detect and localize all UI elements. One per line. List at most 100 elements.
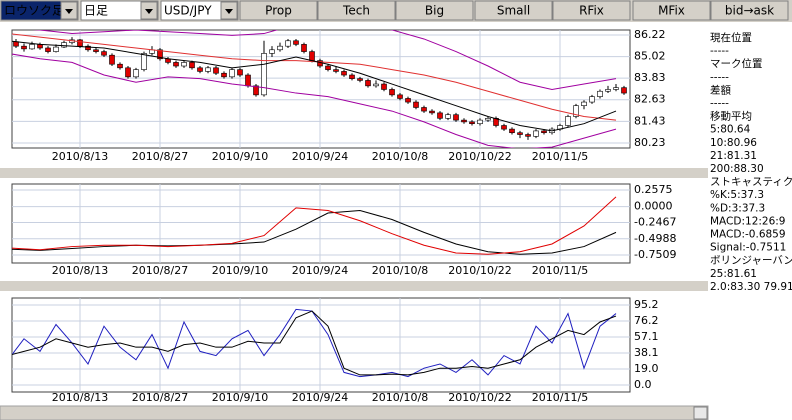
plot — [12, 30, 627, 148]
candle-body — [373, 83, 379, 87]
chart-area — [0, 22, 708, 406]
info-text: ----- — [710, 45, 729, 57]
candle-body — [421, 107, 427, 112]
candle-body — [133, 69, 139, 78]
plot-box — [11, 29, 631, 149]
dropdown[interactable] — [0, 0, 79, 21]
date-label: 2010/10/22 — [448, 391, 511, 404]
y-tick-label: -0.4988 — [634, 232, 676, 245]
scrollbar[interactable] — [0, 405, 709, 420]
candle-body — [61, 42, 67, 48]
info-text: 差額 — [710, 83, 731, 96]
button[interactable] — [239, 0, 318, 21]
info-text: 移動平均 — [710, 110, 752, 123]
info-text: 25:81.61 — [710, 268, 757, 280]
y-tick-label: 81.43 — [634, 114, 666, 127]
candle-body — [597, 90, 603, 97]
candle-body — [197, 67, 203, 72]
candle-body — [573, 105, 579, 117]
button-label[interactable]: Big — [425, 4, 444, 18]
candle-body — [101, 51, 107, 56]
candle-body — [213, 67, 219, 74]
y-tick-label: 0.2575 — [634, 183, 673, 196]
candle-body — [349, 74, 355, 79]
button-label[interactable]: RFix — [579, 4, 604, 18]
button-label[interactable]: Tech — [342, 4, 370, 18]
panel: 2010/8/13 2010/8/27 2010/9/10 2010/9/24 2010… — [11, 297, 659, 404]
info-text: 2.0:83.30 79.91 — [710, 281, 792, 293]
button-label[interactable]: bid→ask — [725, 4, 774, 18]
candle-body — [125, 67, 131, 78]
candle-body — [613, 87, 619, 90]
candle-body — [277, 45, 283, 51]
plot — [12, 196, 617, 255]
y-tick-label: 76.2 — [634, 314, 659, 327]
dropdown[interactable] — [160, 0, 239, 21]
candle-body — [605, 89, 611, 92]
y-tick-label: 86.22 — [634, 28, 666, 41]
date-label: 2010/8/13 — [52, 391, 108, 404]
candle-body — [485, 117, 491, 121]
info-text: 200:88.30 — [710, 163, 764, 175]
button[interactable] — [317, 0, 396, 21]
candle-body — [533, 130, 539, 137]
y-tick-label: 85.02 — [634, 50, 666, 63]
date-label: 2010/9/24 — [292, 264, 348, 277]
candle-body — [221, 72, 227, 78]
button[interactable] — [632, 0, 711, 21]
plot-box — [11, 183, 631, 264]
date-label: 2010/10/8 — [372, 264, 428, 277]
line — [12, 209, 617, 255]
plot — [12, 308, 617, 378]
info-text: ボリンジャーバンド — [710, 255, 792, 267]
button[interactable] — [552, 0, 631, 21]
candle-body — [509, 128, 515, 134]
line — [12, 53, 617, 148]
candle-body — [389, 89, 395, 96]
candle-body — [29, 44, 35, 50]
candle-body — [261, 53, 267, 96]
date-label: 2010/11/5 — [532, 264, 588, 277]
y-tick-label: -0.2467 — [634, 216, 676, 229]
separator — [0, 168, 708, 178]
candle-body — [581, 101, 587, 106]
info-text: %K:5:37.3 — [710, 189, 764, 201]
y-tick-label: 19.0 — [634, 362, 659, 375]
button-label[interactable]: MFix — [658, 4, 685, 18]
y-tick-label: 0.0 — [634, 378, 652, 391]
scroll-arrow[interactable] — [693, 406, 708, 420]
candle-body — [501, 125, 507, 130]
dropdown-label[interactable]: 日足 — [84, 4, 108, 18]
button[interactable] — [474, 0, 553, 21]
candle-body — [77, 39, 83, 47]
button[interactable] — [710, 0, 789, 21]
dropdown-label[interactable]: ロウソク足 — [4, 4, 64, 18]
candle-body — [181, 62, 187, 67]
candle-body — [341, 71, 347, 76]
info-text: MACD:12:26:9 — [710, 215, 786, 227]
button-label[interactable]: Prop — [265, 4, 292, 18]
candle-body — [253, 85, 259, 96]
candle-body — [445, 114, 451, 119]
candle-body — [589, 96, 595, 103]
info-panel — [708, 22, 792, 420]
candle-body — [205, 67, 211, 72]
dropdown-label[interactable]: USD/JPY — [164, 4, 212, 18]
date-label: 2010/8/13 — [52, 150, 108, 163]
y-tick-label: 57.1 — [634, 330, 659, 343]
line — [12, 310, 617, 376]
candle-body — [293, 40, 299, 45]
candle-body — [541, 130, 547, 134]
button-label[interactable]: Small — [497, 4, 530, 18]
info-text: ストキャスティクス — [710, 176, 792, 188]
dropdown[interactable] — [80, 0, 159, 21]
y-tick-label: 83.83 — [634, 71, 666, 84]
candle-body — [269, 49, 275, 54]
candle-body — [301, 44, 307, 52]
button[interactable] — [395, 0, 474, 21]
date-label: 2010/9/10 — [212, 150, 268, 163]
date-label: 2010/11/5 — [532, 150, 588, 163]
info-text: MACD:-0.6859 — [710, 229, 786, 241]
y-tick-label: 80.23 — [634, 136, 666, 149]
candle-body — [453, 114, 459, 121]
